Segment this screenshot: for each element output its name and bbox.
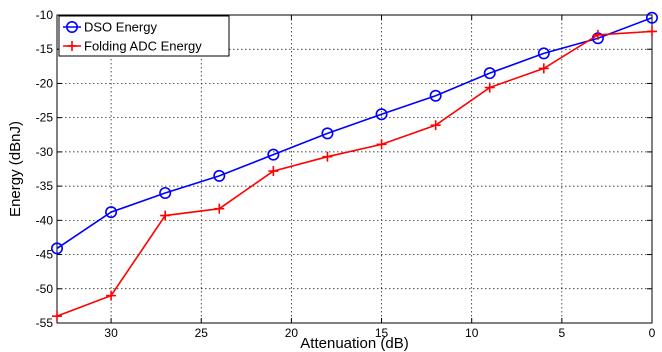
dso-energy-point	[429, 89, 442, 102]
folding-adc-energy-point	[322, 151, 333, 162]
folding-adc-energy-point	[376, 139, 387, 150]
x-tick-label: 5	[559, 326, 566, 340]
dso-energy-line	[56, 16, 653, 250]
legend-marker-folding-adc-energy	[67, 41, 77, 51]
dso-energy-point	[375, 108, 388, 121]
x-axis-label: Attenuation (dB)	[300, 335, 408, 352]
dso-energy-point	[213, 169, 226, 182]
dso-energy-point	[267, 148, 280, 161]
y-tick-label: -30	[36, 145, 54, 159]
x-tick-label: 15	[375, 326, 389, 340]
dso-energy-point	[537, 47, 550, 60]
dso-energy-point	[645, 11, 658, 24]
folding-adc-energy-point	[430, 120, 441, 131]
y-axis-label: Energy (dBnJ)	[7, 121, 24, 217]
y-tick-label: -55	[36, 316, 54, 330]
folding-adc-energy-point	[538, 63, 549, 74]
y-tick-label: -10	[36, 8, 54, 22]
dso-energy-point	[321, 127, 334, 140]
folding-adc-energy-point	[214, 203, 225, 214]
dso-energy-point	[159, 186, 172, 199]
series-layer	[50, 11, 658, 322]
legend-label-folding-adc-energy: Folding ADC Energy	[84, 39, 202, 54]
legend-marker-dso-energy	[66, 20, 79, 33]
y-tick-label: -50	[36, 282, 54, 296]
dso-energy-point	[483, 67, 496, 80]
folding-adc-energy-point	[484, 82, 495, 93]
folding-adc-energy-point	[160, 210, 171, 221]
grid-lines	[57, 14, 653, 324]
legend: DSO Energy Folding ADC Energy	[58, 15, 230, 57]
y-tick-label: -45	[36, 248, 54, 262]
plot-frame	[56, 14, 653, 324]
dso-energy-point	[50, 242, 63, 255]
x-tick-label: 25	[195, 326, 209, 340]
dso-energy-series	[50, 11, 658, 255]
axis-ticks: 30 25 20 15 10 5 0 -10 -15 -20 -25 -30 -35 -40 -45 -50 -…	[36, 8, 656, 340]
legend-label-dso-energy: DSO Energy	[84, 20, 157, 35]
y-tick-label: -40	[36, 213, 54, 227]
y-tick-label: -15	[36, 42, 54, 56]
y-tick-label: -35	[36, 179, 54, 193]
y-tick-label: -25	[36, 111, 54, 125]
x-tick-label: 20	[285, 326, 299, 340]
folding-adc-energy-series	[52, 26, 657, 322]
folding-adc-energy-point	[52, 311, 62, 322]
x-tick-label: 0	[649, 326, 656, 340]
folding-adc-energy-point	[647, 26, 657, 37]
folding-adc-energy-point	[592, 29, 603, 40]
folding-adc-energy-line	[56, 30, 653, 317]
legend-box	[58, 15, 230, 57]
x-tick-label: 10	[465, 326, 479, 340]
folding-adc-energy-point	[268, 166, 279, 177]
y-tick-label: -20	[36, 76, 54, 90]
x-tick-label: 30	[104, 326, 118, 340]
dso-energy-point	[105, 206, 118, 219]
folding-adc-energy-point	[106, 290, 117, 301]
